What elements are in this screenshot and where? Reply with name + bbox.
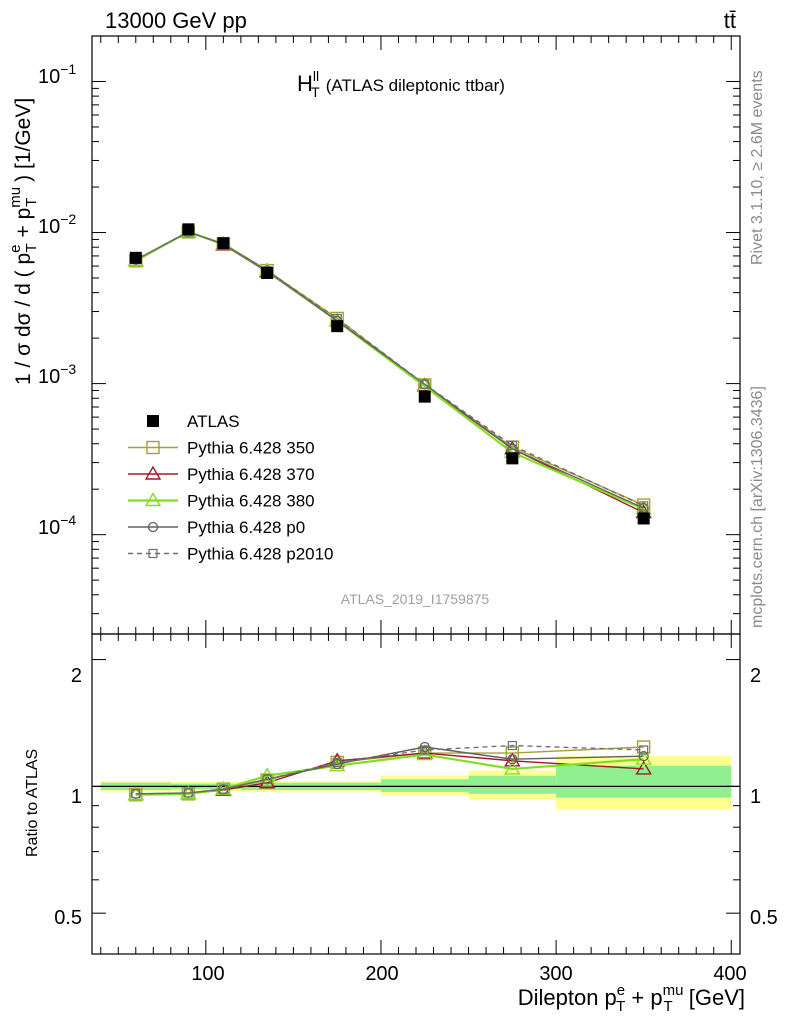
legend-marker-p2010 [148, 548, 158, 559]
x-tick-label: 300 [539, 963, 572, 985]
legend-label: Pythia 6.428 p0 [187, 518, 305, 537]
rivet-label: Rivet 3.1.10, ≥ 2.6M events [749, 70, 766, 265]
ratio-y-tick-label: 2 [71, 665, 82, 687]
band-inner-segment [468, 775, 557, 794]
header-left-label: 13000 GeV pp [105, 8, 247, 33]
ratio-point-p380 [504, 760, 521, 775]
analysis-watermark: ATLAS_2019_I1759875 [341, 591, 490, 607]
legend-marker-p380 [144, 492, 162, 507]
legend-marker-atlas [147, 415, 159, 427]
ratio-point-p2010 [262, 774, 272, 784]
legend-label: ATLAS [187, 412, 240, 431]
x-tick-labels: 100 200 300 400 [191, 963, 746, 985]
data-point-atlas [637, 512, 650, 525]
data-point-atlas [182, 223, 195, 236]
data-point-atlas [217, 237, 230, 250]
main-y-tick-label: 10−2 [38, 211, 76, 238]
ratio-point-p2010 [507, 740, 517, 751]
ratio-point-p0 [638, 750, 649, 762]
ratio-y-tick-labels: 2 1 0.5 2 1 0.5 [54, 665, 778, 929]
x-tick-label: 400 [713, 963, 746, 985]
ratio-y-tick-label-right: 1 [750, 786, 761, 808]
ratio-series [127, 740, 652, 802]
x-tick-label: 200 [365, 963, 398, 985]
ratio-line-p2010 [135, 744, 644, 795]
legend-label: Pythia 6.428 370 [187, 465, 315, 484]
main-y-tick-label: 10−1 [38, 61, 76, 88]
data-point-atlas [331, 320, 344, 333]
data-point-atlas [506, 452, 519, 465]
ratio-y-axis-title: Ratio to ATLAS [24, 749, 41, 857]
ratio-point-p2010 [639, 745, 649, 755]
legend-marker-p350 [146, 440, 160, 455]
legend-label: Pythia 6.428 350 [187, 439, 315, 458]
ratio-y-tick-label-right: 2 [750, 665, 761, 687]
ratio-point-p370 [635, 760, 652, 775]
legend-marker-p370 [144, 465, 162, 480]
legend: ATLAS Pythia 6.428 350 Pythia 6.428 370 Pyt… [128, 412, 334, 564]
legend-marker-p0 [147, 521, 159, 533]
ratio-point-p2010 [218, 784, 228, 794]
ratio-point-p0 [507, 754, 518, 765]
ratio-point-p2010 [183, 788, 193, 798]
ratio-line-p380 [135, 753, 644, 796]
ratio-point-p2010 [332, 757, 342, 768]
main-y-tick-label: 10−3 [38, 361, 76, 388]
ratio-y-tick-label-right: 0.5 [750, 907, 778, 929]
legend-label: Pythia 6.428 p2010 [187, 545, 334, 564]
legend-label: Pythia 6.428 380 [187, 492, 315, 511]
band-inner-segment [556, 765, 732, 798]
data-point-atlas [261, 266, 274, 279]
uncertainty-band [92, 756, 740, 810]
ratio-y-tick-label: 1 [71, 786, 82, 808]
main-series [127, 223, 652, 525]
ratio-point-p2010 [420, 745, 430, 755]
data-point-atlas [418, 390, 431, 403]
x-axis-title: Dilepton pe T + pmu T [GeV] [518, 982, 745, 1015]
main-y-tick-label: 10−4 [38, 512, 76, 539]
band-inner-segment [380, 779, 469, 792]
data-point-p2010 [507, 440, 517, 450]
main-y-tick-labels: 10−1 10−2 10−3 10−4 [38, 61, 76, 539]
mcplots-label: mcplots.cern.ch [arXiv:1306.3436] [749, 386, 766, 628]
plot-title: Hll T (ATLAS dileptonic ttbar) [297, 68, 505, 100]
axis-ticks [92, 35, 740, 955]
data-point-p2010 [639, 501, 649, 511]
data-point-p2010 [420, 379, 430, 389]
main-y-axis-title: 1 / σ dσ / d ( peT + pmuT ) [1/GeV] [7, 98, 40, 385]
data-point-atlas [129, 251, 142, 264]
x-tick-label: 100 [191, 963, 224, 985]
ratio-point-p2010 [131, 789, 141, 799]
header-right-label: tt̄ [724, 8, 736, 33]
ratio-y-tick-label: 0.5 [54, 907, 82, 929]
